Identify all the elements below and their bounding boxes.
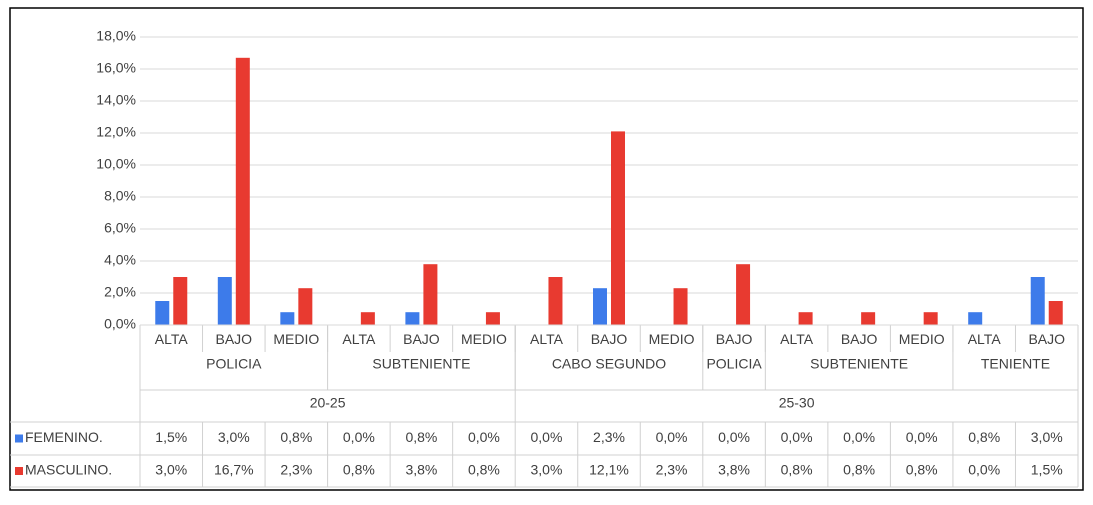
table-value: 0,8%: [968, 429, 1000, 445]
table-value: 3,0%: [155, 462, 187, 478]
table-value: 0,0%: [781, 429, 813, 445]
bar: [1048, 301, 1063, 325]
table-value: 1,5%: [155, 429, 187, 445]
table-value: 2,3%: [593, 429, 625, 445]
x-tick-label: BAJO: [716, 331, 753, 347]
supergroup-label: 25-30: [779, 395, 815, 411]
bar: [1030, 277, 1045, 325]
table-value: 3,8%: [718, 462, 750, 478]
bar: [548, 277, 563, 325]
table-value: 0,0%: [343, 429, 375, 445]
bar: [360, 312, 375, 325]
x-tick-label: BAJO: [403, 331, 440, 347]
x-tick-label: MEDIO: [273, 331, 319, 347]
table-value: 1,5%: [1031, 462, 1063, 478]
x-tick-label: ALTA: [968, 331, 1002, 347]
x-tick-label: MEDIO: [649, 331, 695, 347]
y-tick-label: 4,0%: [104, 252, 136, 268]
table-value: 16,7%: [214, 462, 254, 478]
x-tick-label: BAJO: [216, 331, 253, 347]
bar: [611, 131, 625, 325]
group-label: CABO SEGUNDO: [552, 356, 666, 372]
bar: [861, 312, 876, 325]
group-label: POLICIA: [706, 356, 762, 372]
x-tick-label: MEDIO: [899, 331, 945, 347]
bar: [173, 277, 188, 325]
x-tick-label: BAJO: [1028, 331, 1065, 347]
table-value: 0,0%: [468, 429, 500, 445]
y-tick-label: 12,0%: [96, 124, 136, 140]
group-label: SUBTENIENTE: [810, 356, 908, 372]
x-tick-label: MEDIO: [461, 331, 507, 347]
bar: [798, 312, 813, 325]
group-label: SUBTENIENTE: [372, 356, 470, 372]
bar: [423, 264, 438, 325]
bar: [280, 312, 295, 325]
table-value: 0,8%: [468, 462, 500, 478]
bar: [968, 312, 983, 325]
table-value: 12,1%: [589, 462, 629, 478]
supergroup-label: 20-25: [310, 395, 346, 411]
y-tick-label: 8,0%: [104, 188, 136, 204]
table-value: 3,8%: [405, 462, 437, 478]
x-tick-label: ALTA: [342, 331, 376, 347]
y-tick-label: 14,0%: [96, 92, 136, 108]
table-value: 0,0%: [718, 429, 750, 445]
bar: [673, 288, 688, 325]
group-label: POLICIA: [206, 356, 262, 372]
table-value: 2,3%: [280, 462, 312, 478]
bar: [593, 288, 607, 325]
bar: [405, 312, 420, 325]
legend-swatch: [15, 467, 23, 475]
table-value: 0,8%: [343, 462, 375, 478]
bar: [235, 57, 250, 326]
table-value: 2,3%: [656, 462, 688, 478]
y-tick-label: 18,0%: [96, 28, 136, 44]
x-tick-label: BAJO: [841, 331, 878, 347]
bar: [485, 312, 500, 325]
legend-swatch: [15, 434, 23, 443]
y-tick-label: 10,0%: [96, 156, 136, 172]
x-tick-label: ALTA: [155, 331, 189, 347]
table-value: 0,8%: [280, 429, 312, 445]
bar: [298, 288, 313, 325]
bar: [155, 301, 170, 325]
legend-label: FEMENINO.: [25, 429, 103, 445]
table-value: 0,0%: [531, 429, 563, 445]
legend-label: MASCULINO.: [25, 462, 112, 478]
x-tick-label: ALTA: [530, 331, 564, 347]
y-tick-label: 16,0%: [96, 60, 136, 76]
table-value: 0,0%: [843, 429, 875, 445]
table-value: 3,0%: [531, 462, 563, 478]
table-value: 0,0%: [968, 462, 1000, 478]
bar: [217, 277, 232, 325]
x-tick-label: ALTA: [780, 331, 814, 347]
y-tick-label: 0,0%: [104, 316, 136, 332]
y-tick-label: 2,0%: [104, 284, 136, 300]
chart-border: [9, 7, 1084, 491]
table-value: 0,8%: [906, 462, 938, 478]
table-value: 0,0%: [906, 429, 938, 445]
bar: [923, 312, 938, 325]
group-label: TENIENTE: [981, 356, 1050, 372]
table-value: 0,0%: [656, 429, 688, 445]
bar: [736, 264, 751, 325]
y-tick-label: 6,0%: [104, 220, 136, 236]
table-value: 0,8%: [405, 429, 437, 445]
table-value: 3,0%: [1031, 429, 1063, 445]
table-value: 0,8%: [781, 462, 813, 478]
table-value: 3,0%: [218, 429, 250, 445]
x-tick-label: BAJO: [591, 331, 628, 347]
table-value: 0,8%: [843, 462, 875, 478]
